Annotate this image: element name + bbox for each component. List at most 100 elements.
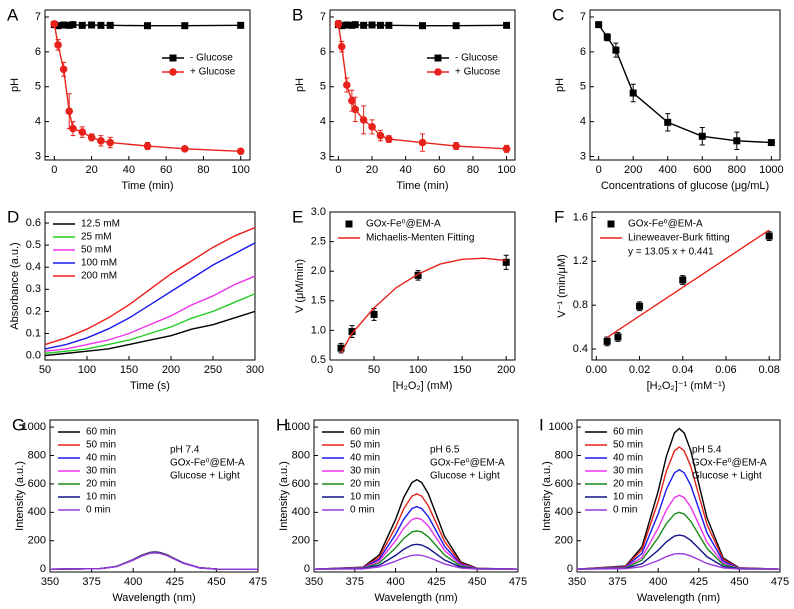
annotation: GOx-Fe⁰@EM-A [430,458,505,469]
data-point [370,310,378,318]
legend-label: + Glucose [190,67,236,78]
plot-frame [591,211,781,361]
plot-frame [329,211,516,361]
x-tick-label: 50 [368,364,380,376]
x-tick-label: 200 [497,364,515,376]
series-line [49,551,259,570]
annotation: Glucose + Light [430,471,500,482]
data-point [360,21,368,29]
x-tick-label: 350 [568,576,586,588]
legend-label: 0 min [350,505,374,516]
series-line [598,24,772,144]
series-line [576,494,781,570]
legend-label: 60 min [86,427,116,438]
x-tick-label: 0.06 [715,364,736,376]
x-tick-label: 200 [162,364,180,376]
y-tick-label: 0.2 [26,305,41,317]
series-line [576,552,781,570]
data-point [733,137,741,145]
legend-marker [434,54,442,62]
data-point [97,137,105,145]
y-tick-label: 5 [580,81,586,93]
data-point [679,276,687,284]
y-tick-label: 4 [320,116,326,128]
y-tick-label: 1.5 [311,295,326,307]
data-point [629,89,637,97]
y-tick-label: 0.5 [311,354,326,366]
legend-label: 40 min [613,453,643,464]
x-tick-label: 150 [453,364,471,376]
x-tick-label: 300 [246,364,264,376]
fit-line [606,229,770,339]
legend-marker [607,220,615,228]
legend-label: 60 min [613,427,643,438]
data-point [636,302,644,310]
y-tick-label: 0.4 [26,261,41,273]
series-line [576,511,781,570]
x-tick-label: 425 [166,576,184,588]
x-tick-label: 475 [771,576,789,588]
annotation: Glucose + Light [692,471,762,482]
plot-frame [576,419,781,573]
y-tick-label: 0 [567,563,573,575]
data-point [237,21,245,29]
y-axis-label: V⁻¹ (min/μM) [556,254,568,317]
annotation: pH 6.5 [430,445,460,456]
y-axis-label: Intensity (a.u.) [14,461,26,531]
legend-label: 100 mM [81,258,117,269]
y-tick-label: 1.0 [311,324,326,336]
data-point [337,344,345,352]
y-tick-label: 0.8 [573,299,588,311]
data-point [69,124,77,133]
data-point [385,135,393,143]
data-point [603,33,611,41]
x-axis-label: Wavelength (nm) [374,592,457,604]
x-tick-label: 80 [467,164,479,176]
series-line [44,226,256,346]
legend-label: 0 min [613,505,637,516]
series-line [44,275,256,352]
x-tick-label: 100 [78,364,96,376]
x-tick-label: 20 [85,164,97,176]
x-tick-label: 0.04 [672,364,693,376]
panel-label: C [552,5,564,24]
series-line [53,23,241,152]
fit-line [340,257,507,354]
legend-marker [169,54,177,62]
x-tick-label: 100 [497,164,515,176]
data-point [78,21,86,29]
x-tick-label: 1000 [759,164,783,176]
series-line [313,478,519,570]
x-tick-label: 0 [327,364,333,376]
legend-label: 40 min [350,453,380,464]
legend-marker [169,68,177,76]
y-tick-label: 6 [320,46,326,58]
y-tick-label: 0.4 [573,343,588,355]
data-point [765,232,773,240]
x-tick-label: 200 [624,164,642,176]
y-axis-label: Intensity (a.u.) [278,461,290,531]
x-tick-label: 800 [728,164,746,176]
y-tick-label: 1.6 [573,211,588,223]
y-tick-label: 3 [580,150,586,162]
data-point [106,21,114,29]
data-point [106,138,115,147]
x-axis-label: [H₂O₂]⁻¹ (mM⁻¹) [647,380,726,392]
annotation: GOx-Fe⁰@EM-A [692,458,767,469]
data-point [698,132,706,140]
y-axis-label: Absorbance (a.u.) [9,242,21,329]
x-tick-label: 375 [608,576,626,588]
y-tick-label: 1000 [549,421,573,433]
data-point [414,271,422,279]
x-tick-label: 250 [204,364,222,376]
y-tick-label: 0.1 [26,327,41,339]
x-axis-label: Wavelength (nm) [112,592,195,604]
data-point [502,145,511,153]
y-axis-label: pH [294,78,306,92]
x-tick-label: 375 [346,576,364,588]
series-line [313,554,519,570]
x-tick-label: 475 [509,576,527,588]
data-point [59,65,68,74]
y-tick-label: 1.2 [573,255,588,267]
series-line [49,551,259,570]
